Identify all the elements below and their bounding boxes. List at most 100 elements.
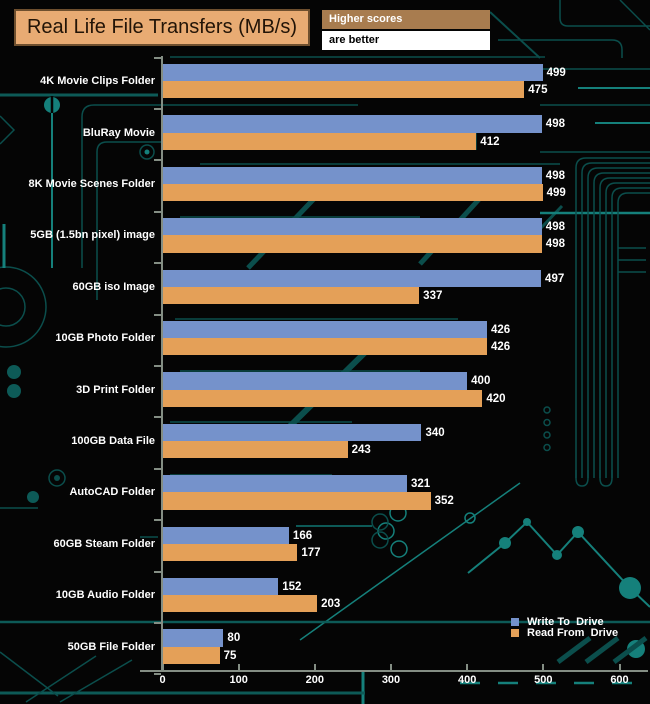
category-label: 3D Print Folder (76, 383, 155, 396)
circuit-node (27, 491, 39, 503)
legend-swatch-read (511, 629, 519, 637)
x-axis-tick (390, 664, 392, 670)
circuit-node (0, 287, 26, 327)
legend-label: Read From Drive (527, 627, 619, 639)
category-label: 50GB File Folder (67, 640, 155, 653)
circuit-trace (611, 187, 650, 478)
value-label: 75 (223, 649, 237, 662)
read-bar (162, 81, 525, 99)
circuit-node (543, 431, 551, 439)
category-label: 8K Movie Scenes Folder (28, 178, 155, 190)
circuit-node (499, 537, 511, 549)
x-tick-label: 200 (305, 674, 324, 686)
circuit-node (523, 518, 531, 526)
value-label: 152 (282, 581, 302, 593)
x-axis-tick (237, 664, 240, 670)
value-label: 497 (545, 272, 565, 285)
x-tick-label: 500 (534, 674, 553, 686)
value-label: 352 (434, 495, 454, 508)
value-label: 243 (351, 444, 371, 456)
circuit-trace (81, 104, 358, 268)
circuit-node (552, 550, 562, 560)
y-axis-tick (154, 364, 161, 367)
circuit-node (54, 475, 60, 481)
category-label: 10GB Audio Folder (55, 589, 155, 602)
x-tick-label: 100 (229, 674, 248, 686)
read-bar (162, 543, 298, 561)
category-label: 4K Movie Clips Folder (40, 75, 155, 88)
circuit-trace (593, 172, 650, 478)
category-label: AutoCAD Folder (69, 486, 155, 499)
y-axis-tick (154, 56, 161, 59)
circuit-node (371, 531, 389, 549)
write-bar (162, 578, 279, 596)
read-bar (162, 184, 543, 202)
circuit-node (0, 266, 47, 348)
circuit-trace (612, 636, 648, 664)
circuit-node (144, 149, 150, 155)
x-tick-label: 600 (610, 674, 629, 686)
write-bar (162, 115, 542, 133)
y-axis-tick (154, 107, 161, 110)
y-axis-tick (154, 621, 161, 624)
y-axis-tick (154, 519, 161, 522)
write-bar (162, 475, 407, 493)
read-bar (162, 492, 431, 510)
x-axis-tick (618, 664, 621, 670)
circuit-trace (489, 11, 541, 59)
read-bar (162, 389, 483, 407)
circuit-trace (299, 482, 521, 641)
category-label: 60GB Steam Folder (53, 537, 155, 550)
circuit-node (139, 144, 155, 160)
read-bar (162, 235, 542, 253)
value-label: 321 (410, 478, 431, 491)
value-label: 498 (545, 169, 565, 182)
circuit-trace (0, 651, 59, 697)
circuit-trace (584, 636, 620, 664)
circuit-trace (575, 470, 589, 487)
value-label: 203 (321, 598, 341, 611)
circuit-trace (599, 470, 613, 487)
y-axis-tick (154, 262, 161, 265)
value-label: 499 (546, 187, 566, 199)
value-label: 420 (486, 392, 506, 405)
x-tick-label: 400 (457, 674, 477, 686)
circuit-node (390, 540, 408, 558)
circuit-trace (498, 39, 623, 58)
circuit-trace (556, 636, 592, 664)
y-axis-line (160, 56, 163, 671)
legend-label: Write To Drive (527, 615, 604, 628)
circuit-trace (96, 141, 350, 300)
circuit-trace (619, 0, 650, 31)
write-bar (162, 166, 542, 184)
y-axis-tick (154, 159, 161, 162)
value-label: 80 (227, 632, 241, 645)
x-tick-label: 0 (159, 674, 166, 686)
read-bar (162, 286, 420, 304)
chart-title-box: Real Life File Transfers (MB/s) (14, 9, 310, 46)
y-axis-tick (154, 313, 161, 316)
y-axis-tick (154, 210, 161, 213)
value-label: 340 (425, 426, 445, 439)
circuit-trace (617, 192, 650, 478)
value-label: 498 (545, 238, 565, 251)
circuit-node (543, 443, 551, 452)
y-axis-tick (154, 416, 161, 419)
circuit-node (371, 513, 389, 531)
circuit-node (7, 384, 21, 398)
value-label: 475 (528, 84, 548, 97)
value-label: 337 (423, 289, 443, 302)
circuit-node (7, 365, 21, 379)
write-bar (162, 269, 542, 287)
value-label: 426 (490, 341, 511, 354)
higher-scores-banner: Higher scores (322, 10, 490, 29)
x-tick-label: 300 (381, 674, 401, 686)
circuit-trace (25, 655, 97, 703)
circuit-node (377, 522, 395, 540)
category-label: 10GB Photo Folder (55, 332, 155, 345)
circuit-node (48, 469, 66, 487)
circuit-trace (599, 177, 650, 478)
write-bar (162, 629, 224, 647)
